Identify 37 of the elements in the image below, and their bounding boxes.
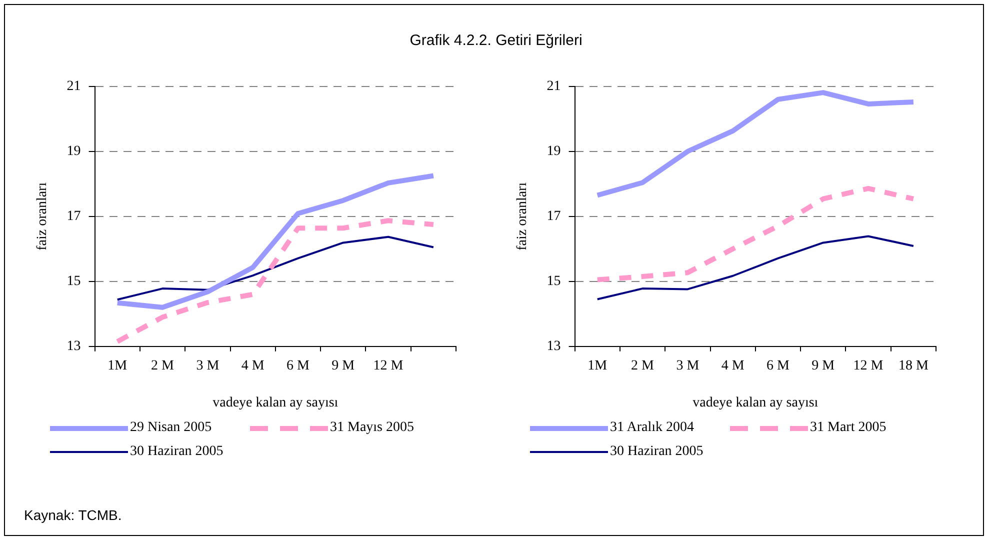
x-tick-label: 4 M — [241, 358, 265, 374]
x-tick-label: 1M — [108, 358, 128, 374]
x-tick-label: 12 M — [853, 358, 884, 374]
x-tick-label: 18 M — [898, 358, 929, 374]
y-tick-label: 13 — [66, 339, 81, 354]
x-tick-label: 6 M — [766, 358, 790, 374]
y-axis-title: faiz oranları — [515, 182, 530, 250]
text: Kaynak: TCMB. — [24, 507, 122, 523]
x-tick-label: 9 M — [812, 358, 836, 374]
y-tick-label: 13 — [546, 339, 561, 354]
x-tick-label: 9 M — [332, 358, 356, 374]
legend-label: 29 Nisan 2005 — [130, 420, 212, 436]
x-tick-label: 2 M — [631, 358, 655, 374]
x-tick-label: 1M — [588, 358, 608, 374]
legend-label: 30 Haziran 2005 — [130, 444, 224, 460]
y-tick-label: 17 — [66, 209, 81, 224]
x-axis-title: vadeye kalan ay sayısı — [692, 395, 818, 410]
x-tick-label: 12 M — [373, 358, 404, 374]
x-axis-title: vadeye kalan ay sayısı — [212, 395, 338, 410]
x-tick-label: 2 M — [151, 358, 175, 374]
x-tick-label: 3 M — [196, 358, 220, 374]
legend-label: 31 Aralık 2004 — [610, 420, 694, 436]
legend-label: 30 Haziran 2005 — [610, 444, 704, 460]
legend-label: 31 Mart 2005 — [810, 420, 886, 436]
y-tick-label: 21 — [66, 79, 81, 94]
x-tick-label: 4 M — [721, 358, 745, 374]
x-tick-label: 3 M — [676, 358, 700, 374]
y-tick-label: 19 — [66, 144, 81, 160]
x-tick-label: 6 M — [286, 358, 310, 374]
y-tick-label: 15 — [66, 274, 81, 290]
y-tick-label: 19 — [546, 144, 561, 160]
y-tick-label: 15 — [546, 274, 561, 290]
y-axis-title: faiz oranları — [35, 182, 50, 250]
legend-label: 31 Mayıs 2005 — [330, 420, 414, 436]
y-tick-label: 17 — [546, 209, 561, 224]
text: Grafik 4.2.2. Getiri Eğrileri — [408, 32, 584, 49]
y-tick-label: 21 — [546, 79, 561, 94]
